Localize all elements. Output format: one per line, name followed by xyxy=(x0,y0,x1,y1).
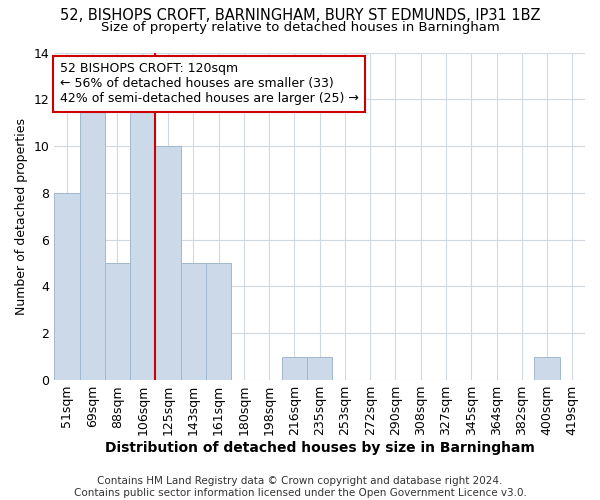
Bar xyxy=(181,263,206,380)
Text: Contains HM Land Registry data © Crown copyright and database right 2024.
Contai: Contains HM Land Registry data © Crown c… xyxy=(74,476,526,498)
Bar xyxy=(206,263,231,380)
X-axis label: Distribution of detached houses by size in Barningham: Distribution of detached houses by size … xyxy=(105,441,535,455)
Text: 52 BISHOPS CROFT: 120sqm
← 56% of detached houses are smaller (33)
42% of semi-d: 52 BISHOPS CROFT: 120sqm ← 56% of detach… xyxy=(59,62,358,106)
Bar xyxy=(282,356,307,380)
Text: Size of property relative to detached houses in Barningham: Size of property relative to detached ho… xyxy=(101,21,499,34)
Bar xyxy=(155,146,181,380)
Bar xyxy=(105,263,130,380)
Bar xyxy=(130,100,155,380)
Text: 52, BISHOPS CROFT, BARNINGHAM, BURY ST EDMUNDS, IP31 1BZ: 52, BISHOPS CROFT, BARNINGHAM, BURY ST E… xyxy=(60,8,540,22)
Bar xyxy=(535,356,560,380)
Bar xyxy=(54,193,80,380)
Bar xyxy=(307,356,332,380)
Y-axis label: Number of detached properties: Number of detached properties xyxy=(15,118,28,315)
Bar xyxy=(80,100,105,380)
